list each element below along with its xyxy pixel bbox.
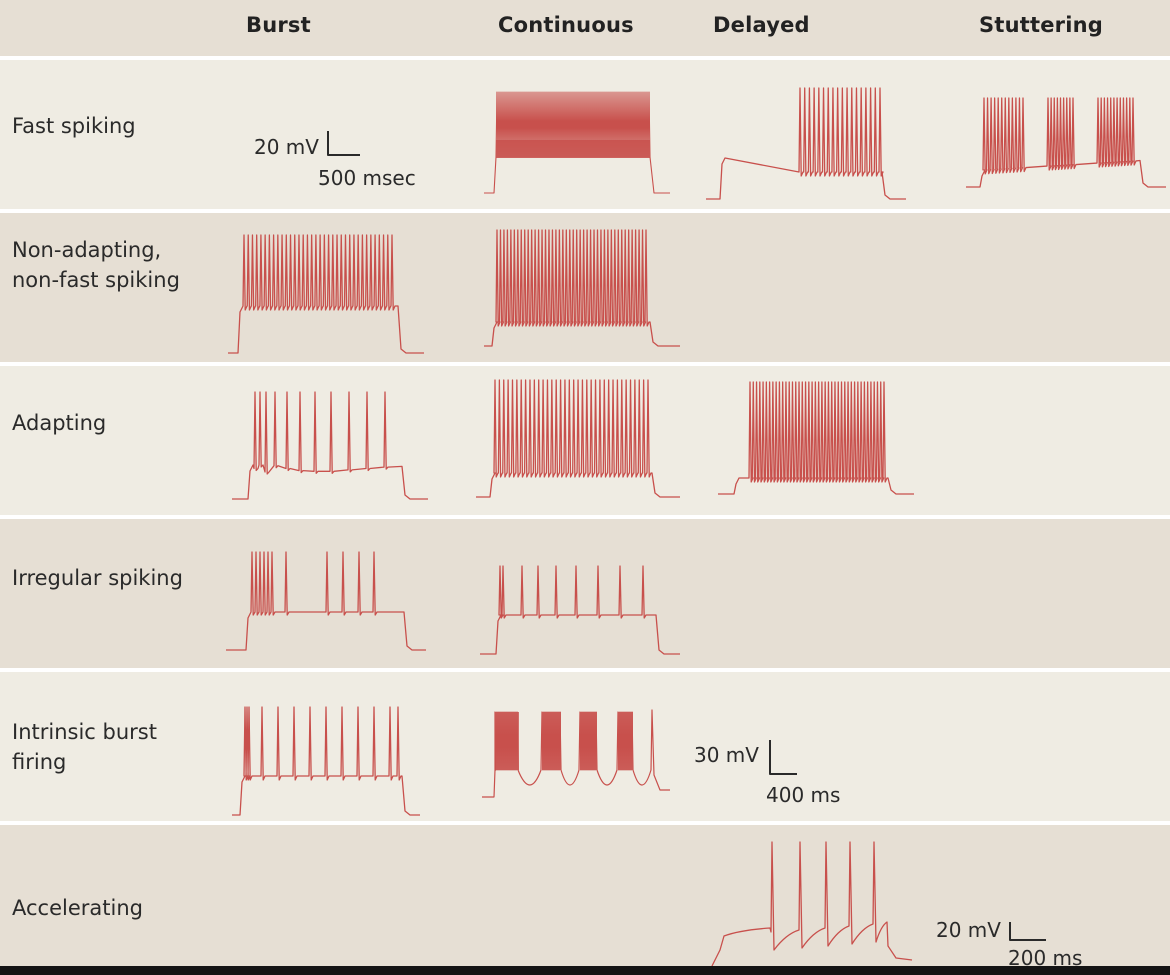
row-label-intrinsic-burst: Intrinsic burst firing [12, 720, 157, 774]
scale-bar-3-axes [1009, 922, 1046, 941]
trace-adapting-delayed [718, 381, 914, 495]
band-separator [0, 821, 1170, 825]
row-band-irregular [0, 519, 1170, 668]
trace-accelerating-delayed [711, 841, 913, 967]
scale-bar-1-axes [327, 131, 360, 156]
band-separator [0, 362, 1170, 366]
scale-bar-2-time: 400 ms [766, 783, 841, 807]
row-band-fast-spiking [0, 60, 1170, 209]
band-separator [0, 56, 1170, 60]
trace-non-adapting-continuous [484, 229, 680, 347]
column-header-continuous: Continuous [498, 13, 634, 37]
trace-intrinsic-burst-continuous-burst-fill [542, 712, 561, 770]
column-header-burst: Burst [246, 13, 311, 37]
trace-fast-spiking-continuous [484, 91, 670, 194]
trace-fast-spiking-delayed [706, 87, 906, 200]
row-label-fast-spiking: Fast spiking [12, 114, 136, 138]
trace-irregular-burst [226, 551, 426, 651]
trace-adapting-burst [232, 391, 428, 500]
scale-bar-2-axes [769, 740, 797, 775]
trace-intrinsic-burst-continuous-burst-fill [580, 712, 597, 770]
row-label-non-adapting: Non-adapting, non-fast spiking [12, 238, 180, 292]
row-band-non-adapting [0, 213, 1170, 362]
trace-fast-spiking-continuous-fill [496, 140, 650, 158]
trace-intrinsic-burst-burst [232, 706, 420, 816]
scale-bar-1-voltage: 20 mV [254, 135, 319, 159]
row-band-accelerating [0, 825, 1170, 966]
scale-bar-2-voltage: 30 mV [694, 743, 759, 767]
trace-non-adapting-burst [228, 234, 424, 354]
header-band [0, 0, 1170, 56]
band-separator [0, 668, 1170, 672]
row-band-adapting [0, 366, 1170, 515]
row-label-irregular-spiking: Irregular spiking [12, 566, 183, 590]
scale-bar-3-voltage: 20 mV [936, 918, 1001, 942]
trace-irregular-continuous [480, 565, 680, 655]
row-label-adapting: Adapting [12, 411, 107, 435]
trace-adapting-continuous [476, 379, 680, 498]
column-header-delayed: Delayed [713, 13, 810, 37]
bottom-bar [0, 966, 1170, 975]
band-separator [0, 515, 1170, 519]
trace-intrinsic-burst-continuous-burst-fill [495, 712, 519, 770]
trace-fast-spiking-stuttering [966, 97, 1166, 188]
row-label-accelerating: Accelerating [12, 896, 143, 920]
trace-intrinsic-burst-continuous-burst-fill [618, 712, 633, 770]
band-separator [0, 209, 1170, 213]
scale-bar-1-time: 500 msec [318, 166, 416, 190]
column-header-stuttering: Stuttering [979, 13, 1103, 37]
